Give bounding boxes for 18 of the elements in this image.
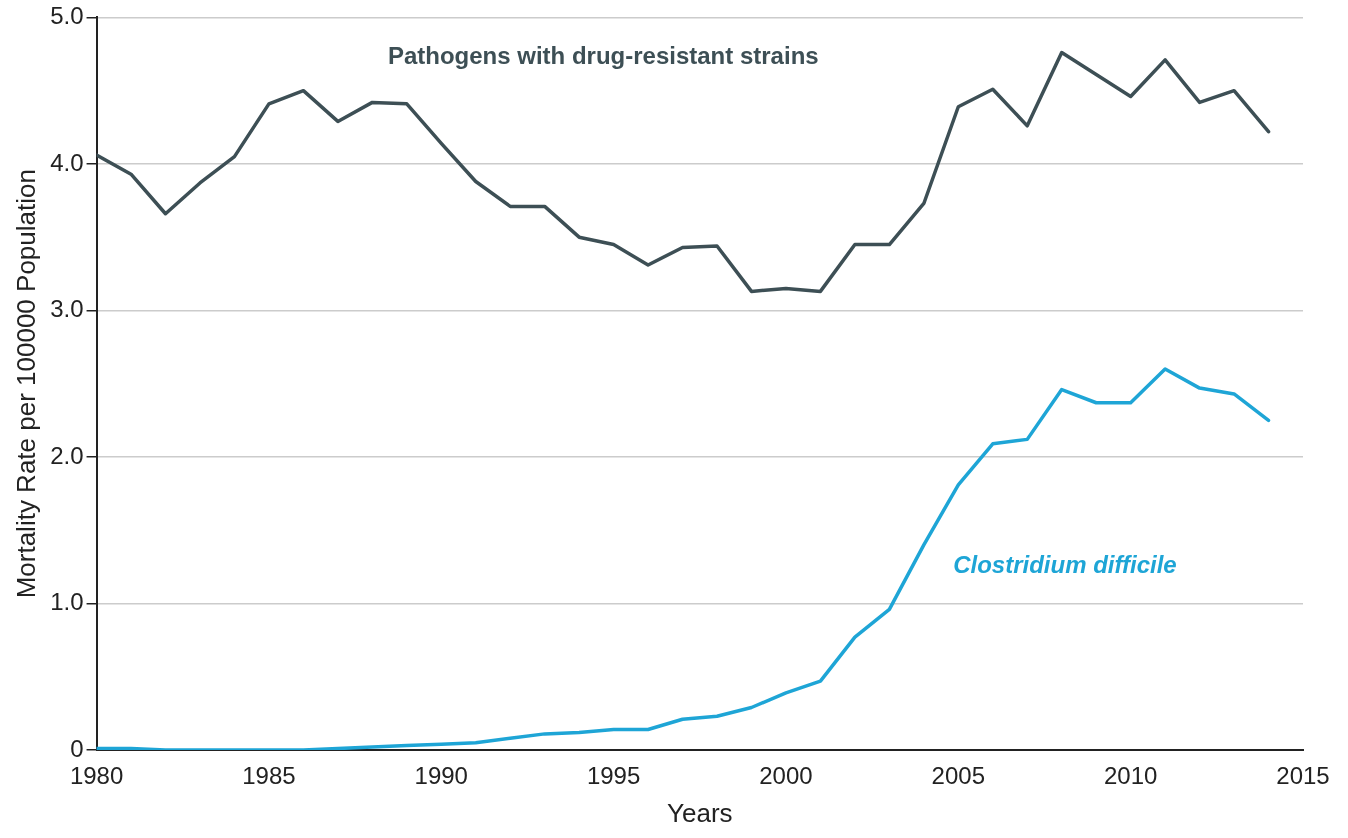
series-label: Clostridium difficile: [953, 551, 1177, 579]
x-tick-label: 2005: [931, 762, 985, 790]
y-tick-label: 2.0: [50, 441, 84, 469]
x-tick-label: 1995: [586, 762, 641, 790]
x-tick-label: 1990: [414, 762, 468, 790]
y-axis-title: Mortality Rate per 100000 Population: [10, 169, 41, 599]
x-tick-label: 1980: [69, 762, 124, 790]
x-tick-label: 2010: [1103, 762, 1158, 790]
y-tick-label: 5.0: [50, 2, 84, 30]
y-tick-label: 1.0: [50, 588, 84, 616]
y-tick-label: 3.0: [50, 295, 84, 323]
x-tick-label: 2015: [1276, 762, 1330, 790]
x-axis-title: Years: [667, 797, 733, 828]
x-tick-label: 2000: [759, 762, 813, 790]
x-tick-label: 1985: [242, 762, 296, 790]
y-tick-label: 4.0: [50, 148, 84, 176]
y-tick-label: 0: [70, 734, 84, 762]
series-label: Pathogens with drug-resistant strains: [387, 42, 819, 70]
